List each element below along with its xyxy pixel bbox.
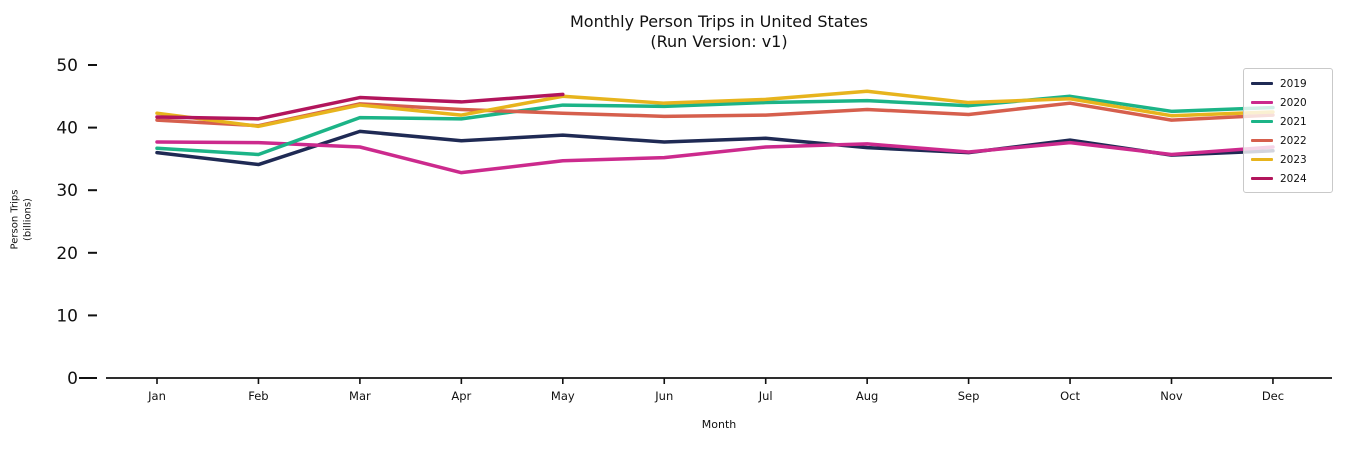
line-series-2020 (155, 140, 1275, 175)
y-tick-label: 10 (56, 306, 78, 326)
legend-entry-2020: 2020 (1251, 93, 1325, 112)
legend-entry-2021: 2021 (1251, 112, 1325, 131)
y-tick-label: 0 (67, 369, 78, 389)
legend-entry-2023: 2023 (1251, 150, 1325, 169)
legend-label-2019: 2019 (1280, 77, 1307, 90)
legend-entry-2019: 2019 (1251, 74, 1325, 93)
legend-key-line-2022 (1251, 139, 1273, 142)
legend-label-2023: 2023 (1280, 153, 1307, 166)
legend-label-2024: 2024 (1280, 172, 1307, 185)
legend-key-line-2020 (1251, 101, 1273, 104)
line-series-2023 (155, 89, 1275, 129)
y-tick-label: 30 (56, 181, 78, 201)
x-axis-label-text: Month (701, 418, 737, 431)
legend-key-line-2021 (1251, 120, 1273, 123)
x-tick-label: Apr (451, 389, 471, 403)
legend-key-line-2024 (1251, 177, 1273, 180)
y-tick-label: 50 (56, 56, 78, 76)
y-axis-label-line2: (billions) (22, 198, 33, 241)
legend-key-line-2019 (1251, 82, 1273, 85)
legend-entry-2022: 2022 (1251, 131, 1325, 150)
x-axis-label: Month (106, 413, 1332, 432)
chart-title-line1: Monthly Person Trips in United States (569, 12, 869, 31)
chart-title: Monthly Person Trips in United States (R… (106, 12, 1332, 51)
legend-label-2020: 2020 (1280, 96, 1307, 109)
x-tick-label: Jan (147, 389, 166, 403)
y-tick-label: 40 (56, 119, 78, 139)
x-tick-label: Sep (958, 389, 980, 403)
chart-title-line2: (Run Version: v1) (650, 31, 788, 51)
legend-label-2021: 2021 (1280, 115, 1307, 128)
x-tick-label: Dec (1262, 389, 1284, 403)
x-tick-label: Nov (1160, 389, 1183, 403)
line-series-2019 (155, 129, 1275, 167)
y-tick-label: 20 (56, 244, 78, 264)
line-series-2024 (155, 92, 565, 121)
x-tick-label: Feb (248, 389, 268, 403)
x-tick-label: Jul (758, 389, 773, 403)
x-tick-label: Jun (654, 389, 673, 403)
legend-box: 2019 2020 2021 2022 2023 2024 (1243, 68, 1333, 193)
x-tick-label: Oct (1060, 389, 1080, 403)
legend-label-2022: 2022 (1280, 134, 1307, 147)
x-tick-label: Mar (349, 389, 371, 403)
y-axis-label: Person Trips (billions) (10, 120, 35, 320)
legend-entry-2024: 2024 (1251, 169, 1325, 188)
legend-key-line-2023 (1251, 158, 1273, 161)
x-tick-label: Aug (856, 389, 878, 403)
x-tick-label: May (551, 389, 575, 403)
y-axis-label-line1: Person Trips (9, 189, 21, 250)
line-series-2021 (155, 94, 1275, 157)
